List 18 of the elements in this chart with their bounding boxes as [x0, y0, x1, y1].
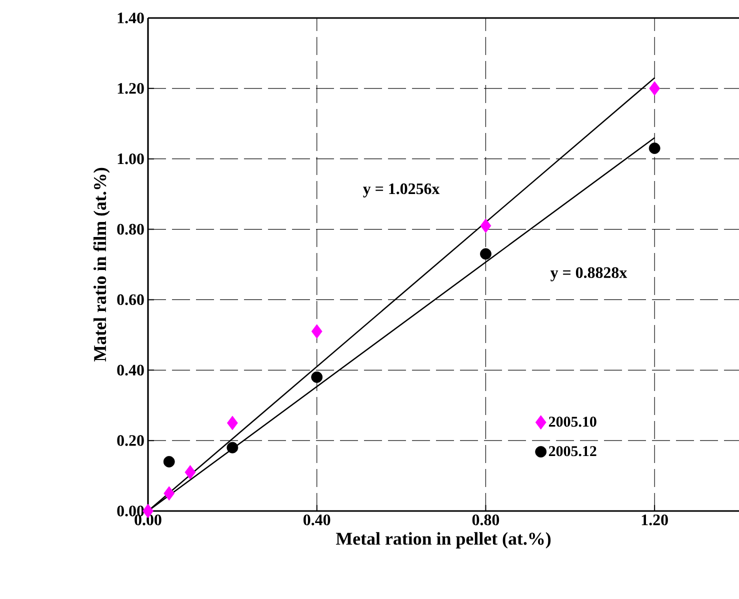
legend-label: 2005.12: [548, 446, 596, 456]
y-tick-label: 0.00: [117, 506, 144, 516]
x-tick-label: 0.40: [304, 514, 330, 526]
y-tick-label: 1.40: [118, 12, 144, 24]
y-tick-label: 1.20: [118, 83, 144, 94]
annotation: y = 1.0256x: [363, 183, 440, 198]
y-axis-title: Matel ratio in film (at.%): [93, 168, 110, 362]
y-tick-label: 0.40: [117, 364, 144, 376]
y-tick-label: 1.00: [118, 153, 144, 164]
x-tick-label: 1.20: [642, 514, 668, 526]
x-tick-label: 0.80: [472, 514, 500, 526]
x-tick-label: 0.00: [134, 514, 162, 526]
y-tick-label: 0.20: [117, 435, 144, 446]
y-tick-label: 0.60: [117, 294, 144, 306]
annotation: y = 0.8828x: [550, 267, 628, 282]
x-axis-title: Metal ration in pellet (at.%): [336, 532, 551, 548]
y-tick-label: 0.80: [117, 224, 144, 235]
legend-label: 2005.10: [548, 416, 596, 427]
